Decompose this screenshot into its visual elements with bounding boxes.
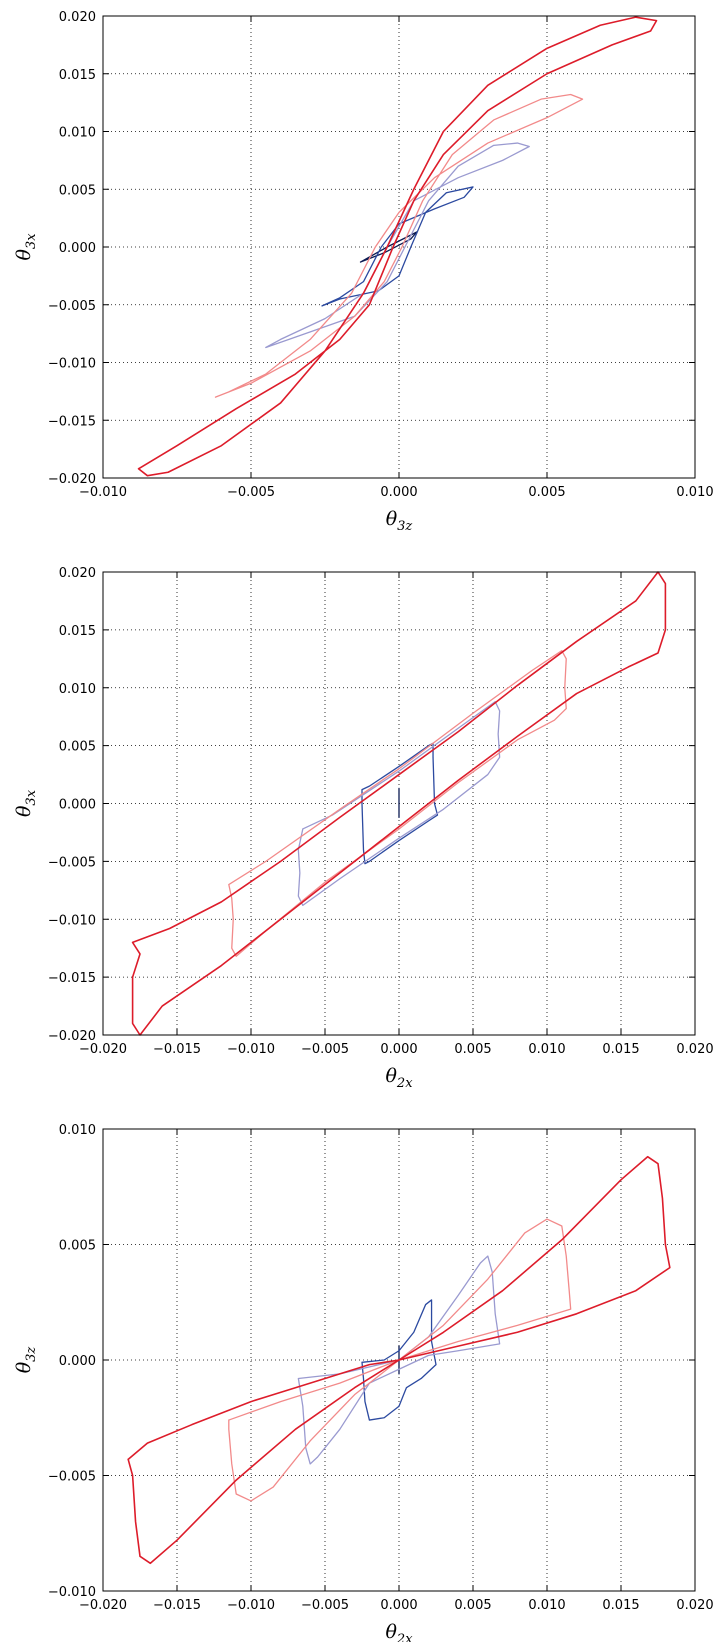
chart-3: −0.020 −0.015 −0.010 −0.005 0.000 0.005 0.010 0…: [13, 1123, 714, 1642]
x-tick-label: 0.005: [528, 485, 565, 500]
series-line-3: [297, 700, 501, 907]
y-tick-label: −0.015: [48, 414, 96, 429]
y-tick-label: −0.020: [48, 1029, 96, 1044]
x-tick-label: −0.010: [227, 1598, 275, 1613]
y-tick-label: −0.010: [48, 1585, 96, 1600]
y-tick-label: 0.010: [59, 682, 96, 697]
x-tick-label: 0.000: [380, 1042, 417, 1057]
series-line-5: [137, 16, 658, 477]
series-line-3: [265, 142, 530, 349]
y-tick-label: −0.020: [48, 472, 96, 487]
x-tick-label: −0.015: [153, 1042, 201, 1057]
series-line-1: [359, 231, 418, 263]
x-tick-label: 0.010: [676, 485, 713, 500]
y-tick-label: −0.010: [48, 357, 96, 372]
y-tick-label: 0.010: [59, 126, 96, 141]
y-tick-label: −0.010: [48, 913, 96, 928]
x-tick-label: 0.000: [380, 1598, 417, 1613]
series-line-4: [228, 650, 567, 957]
x-axis-label: θ2x: [385, 1065, 413, 1091]
y-tick-label: 0.005: [59, 183, 96, 198]
y-axis-label: θ3z: [13, 1347, 39, 1374]
x-tick-label: −0.020: [79, 1598, 127, 1613]
x-tick-label: 0.010: [528, 1598, 565, 1613]
y-tick-label: 0.000: [59, 241, 96, 256]
series-line-2: [321, 186, 474, 307]
x-tick-label: −0.015: [153, 1598, 201, 1613]
y-tick-label: 0.015: [59, 624, 96, 639]
x-tick-label: 0.020: [676, 1598, 713, 1613]
series-line-4: [228, 1218, 572, 1502]
x-tick-label: 0.020: [676, 1042, 713, 1057]
x-tick-label: 0.010: [528, 1042, 565, 1057]
y-axis-label: θ3x: [13, 789, 39, 817]
y-tick-label: −0.005: [48, 855, 96, 870]
x-tick-label: 0.015: [602, 1598, 639, 1613]
series-line-2: [361, 1299, 437, 1421]
x-tick-label: −0.005: [301, 1598, 349, 1613]
series-line-5: [127, 1155, 671, 1565]
series-line-3: [297, 1255, 501, 1465]
y-tick-label: 0.020: [59, 10, 96, 25]
series-line-5: [131, 571, 667, 1036]
y-tick-label: −0.005: [48, 299, 96, 314]
x-tick-label: −0.020: [79, 1042, 127, 1057]
y-tick-label: 0.020: [59, 566, 96, 581]
y-tick-label: 0.000: [59, 798, 96, 813]
x-tick-label: 0.005: [454, 1042, 491, 1057]
x-tick-label: −0.010: [79, 485, 127, 500]
y-tick-label: −0.015: [48, 971, 96, 986]
x-axis-label: θ3z: [386, 508, 413, 534]
series-line-4: [214, 93, 584, 398]
y-tick-label: 0.015: [59, 68, 96, 83]
y-axis-label: θ3x: [13, 233, 39, 261]
y-tick-label: 0.000: [59, 1354, 96, 1369]
y-tick-label: 0.010: [59, 1123, 96, 1138]
y-tick-label: 0.005: [59, 1239, 96, 1254]
chart-2: −0.020 −0.015 −0.010 −0.005 0.000 0.005 0.010 0…: [13, 566, 714, 1091]
x-axis-label: θ2x: [385, 1621, 413, 1642]
chart-1: −0.010 −0.005 0.000 0.005 0.010 −0.020 −0.015 −…: [13, 10, 714, 534]
x-tick-label: 0.005: [454, 1598, 491, 1613]
x-tick-label: 0.015: [602, 1042, 639, 1057]
x-tick-label: −0.010: [227, 1042, 275, 1057]
x-tick-label: −0.005: [227, 485, 275, 500]
x-tick-label: 0.000: [380, 485, 417, 500]
x-tick-label: −0.005: [301, 1042, 349, 1057]
y-tick-label: 0.005: [59, 740, 96, 755]
y-tick-label: −0.005: [48, 1470, 96, 1485]
